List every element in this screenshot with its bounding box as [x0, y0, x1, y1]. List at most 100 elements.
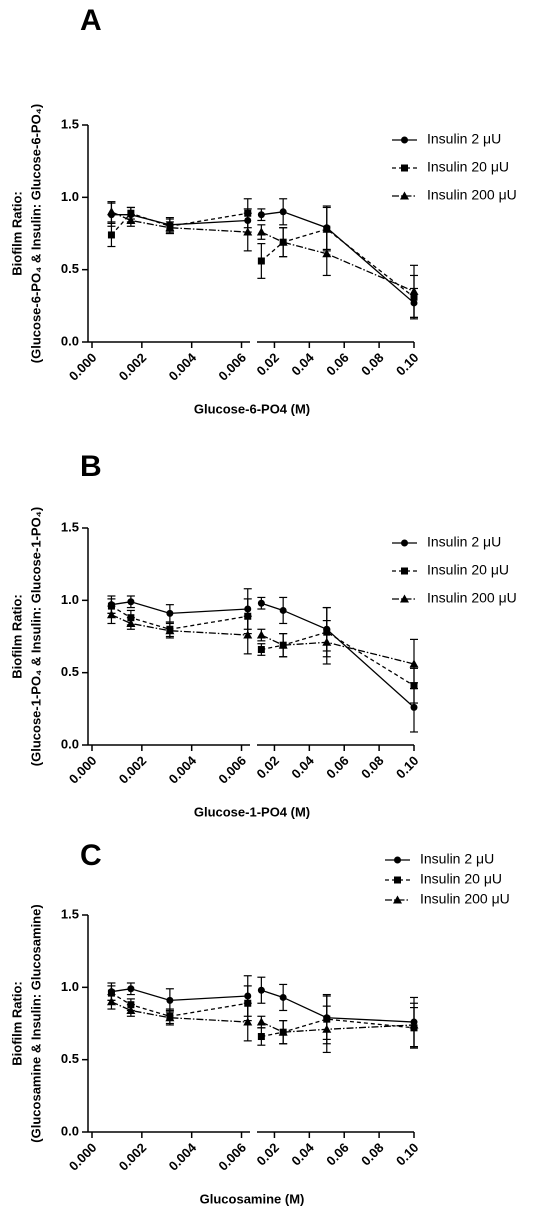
x-axis-label: Glucose-6-PO4 (M): [194, 401, 310, 416]
marker: [401, 164, 408, 172]
x-tick-label: 0.04: [288, 1139, 317, 1168]
marker: [278, 640, 288, 649]
x-tick-label: 0.004: [166, 1139, 200, 1173]
marker: [127, 985, 135, 993]
marker: [257, 1033, 265, 1041]
legend-label: Insulin 20 μU: [420, 871, 502, 887]
marker: [107, 231, 115, 239]
y-tick-label: 1.5: [61, 519, 79, 534]
x-tick-label: 0.10: [393, 350, 422, 379]
panel-label: C: [80, 839, 102, 872]
x-tick-label: 0.08: [358, 753, 387, 782]
x-tick-label: 0.06: [323, 1140, 352, 1169]
marker: [279, 208, 287, 216]
x-tick-label: 0.04: [288, 752, 317, 781]
marker: [165, 1013, 175, 1022]
marker: [323, 225, 331, 233]
marker: [256, 630, 266, 639]
y-axis-label: (Glucose-6-PO₄ & Insulin: Glucose-6-PO₄): [28, 104, 43, 363]
marker: [127, 598, 135, 606]
marker: [257, 986, 265, 994]
y-axis-label: Biofilm Ratio:: [9, 191, 24, 276]
x-tick-label: 0.000: [66, 753, 100, 787]
x-tick-label: 0.006: [215, 1140, 249, 1174]
y-tick-label: 1.0: [61, 592, 79, 607]
legend-label: Insulin 200 μU: [420, 891, 510, 907]
marker: [165, 626, 175, 635]
x-axis-label: Glucosamine (M): [200, 1191, 305, 1206]
marker: [410, 703, 418, 711]
x-tick-label: 0.02: [253, 350, 282, 379]
legend-label: Insulin 2 μU: [420, 851, 494, 867]
x-tick-label: 0.004: [166, 752, 200, 786]
series-line: [111, 601, 248, 615]
marker: [394, 876, 401, 884]
y-axis-label: (Glucosamine & Insulin: Glucosamine): [28, 904, 43, 1142]
y-tick-label: 1.5: [61, 116, 79, 131]
legend-label: Insulin 2 μU: [427, 534, 501, 550]
marker: [409, 286, 419, 295]
legend-label: Insulin 200 μU: [427, 187, 517, 203]
x-axis-label: Glucose-1-PO4 (M): [194, 804, 310, 819]
marker: [401, 539, 408, 547]
x-tick-label: 0.02: [253, 753, 282, 782]
series-line: [111, 211, 248, 233]
series-line: [261, 989, 415, 1023]
x-tick-label: 0.006: [215, 350, 249, 384]
legend-label: Insulin 20 μU: [427, 562, 509, 578]
y-tick-label: 0.0: [61, 333, 79, 348]
y-tick-label: 1.0: [61, 189, 79, 204]
marker: [394, 856, 401, 864]
marker: [126, 618, 136, 627]
y-axis-label: Biofilm Ratio:: [9, 594, 24, 679]
marker: [393, 895, 402, 904]
x-tick-label: 0.10: [393, 753, 422, 782]
marker: [165, 223, 175, 232]
x-tick-label: 0.02: [253, 1140, 282, 1169]
series-line: [111, 1001, 248, 1023]
y-tick-label: 1.0: [61, 979, 79, 994]
marker: [166, 609, 174, 617]
series-line: [261, 1018, 415, 1038]
series-line: [110, 212, 248, 236]
x-tick-label: 0.006: [215, 753, 249, 787]
series-line: [111, 988, 248, 1002]
series-line: [261, 634, 415, 665]
y-tick-label: 0.5: [61, 1051, 79, 1066]
marker: [409, 659, 419, 668]
marker: [243, 1017, 253, 1026]
y-tick-label: 1.5: [61, 906, 79, 921]
marker: [126, 215, 136, 224]
marker: [106, 207, 116, 216]
panel-label: B: [80, 450, 102, 483]
marker: [278, 1027, 288, 1036]
series-line: [111, 614, 248, 636]
marker: [257, 599, 265, 607]
x-tick-label: 0.04: [288, 349, 317, 378]
series-line: [111, 605, 248, 630]
series-line: [260, 228, 415, 298]
marker: [409, 1020, 419, 1029]
marker: [107, 989, 115, 997]
marker: [243, 227, 253, 236]
legend-label: Insulin 20 μU: [427, 159, 509, 175]
marker: [256, 1017, 266, 1026]
marker: [126, 1005, 136, 1014]
marker: [279, 993, 287, 1001]
marker: [257, 257, 265, 265]
marker: [256, 227, 266, 236]
marker: [322, 249, 332, 258]
x-tick-label: 0.002: [116, 753, 150, 787]
marker: [400, 594, 409, 603]
series-line: [261, 602, 415, 708]
y-tick-label: 0.0: [61, 736, 79, 751]
marker: [401, 136, 408, 144]
marker: [257, 646, 265, 654]
x-tick-label: 0.08: [358, 350, 387, 379]
marker: [400, 191, 409, 200]
x-tick-label: 0.004: [166, 349, 200, 383]
marker: [322, 637, 332, 646]
y-tick-label: 0.5: [61, 261, 79, 276]
series-line: [261, 231, 415, 292]
